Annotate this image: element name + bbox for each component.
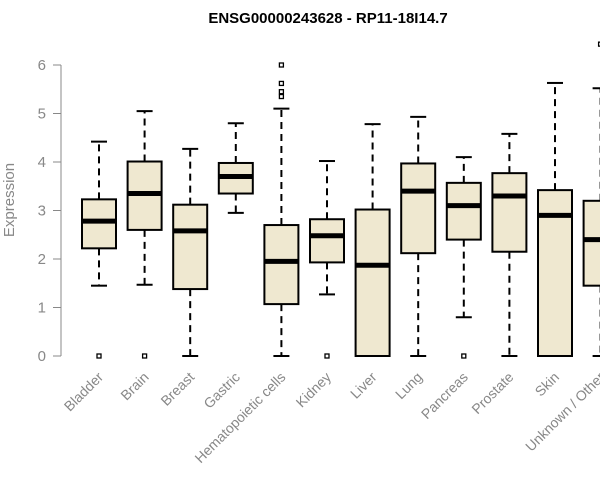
- y-tick-label: 4: [38, 154, 46, 171]
- box-iqr: [172, 203, 209, 291]
- x-tick-label: Brain: [117, 369, 151, 403]
- y-axis-label: Expression: [1, 163, 18, 237]
- y-tick-label: 6: [38, 57, 46, 74]
- x-tick-label: Bladder: [61, 369, 107, 415]
- box-brain: [126, 110, 163, 359]
- box-skin: [537, 81, 573, 357]
- outlier-point: [324, 353, 330, 359]
- box-prostate: [491, 132, 528, 357]
- chart-title: ENSG00000243628 - RP11-18I14.7: [208, 10, 447, 27]
- x-tick-label: Gastric: [200, 369, 243, 412]
- box-iqr: [582, 199, 600, 287]
- outlier-point: [278, 62, 285, 68]
- outlier-point: [597, 41, 600, 47]
- y-tick-label: 0: [38, 348, 46, 365]
- x-tick-label: Skin: [532, 369, 563, 400]
- outlier-point: [278, 93, 285, 100]
- x-tick-label: Breast: [157, 369, 197, 409]
- x-tick-label: Lung: [392, 369, 425, 402]
- box-breast: [172, 147, 209, 357]
- box-unknown-other: [582, 41, 600, 357]
- x-tick-label: Pancreas: [418, 369, 471, 422]
- box-iqr: [354, 208, 391, 357]
- x-tick-label: Hematopoietic cells: [191, 369, 288, 466]
- outlier-point: [278, 80, 285, 87]
- box-hematopoietic-cells: [263, 62, 300, 357]
- y-tick-label: 1: [38, 300, 46, 317]
- box-pancreas: [445, 156, 482, 359]
- outlier-point: [96, 353, 102, 359]
- box-liver: [354, 123, 391, 357]
- box-iqr: [445, 181, 482, 241]
- box-kidney: [309, 160, 345, 359]
- outlier-point: [461, 353, 467, 359]
- box-iqr: [263, 224, 300, 306]
- x-tick-label: Kidney: [293, 369, 335, 411]
- box-iqr: [491, 172, 528, 253]
- y-axis: 0 1 2 3 4 5 6: [38, 57, 62, 365]
- box-gastric: [217, 122, 254, 214]
- box-group: [81, 41, 600, 359]
- x-tick-label: Prostate: [468, 369, 516, 417]
- outlier-point: [278, 89, 285, 95]
- y-tick-label: 2: [38, 251, 46, 268]
- box-iqr: [400, 162, 437, 255]
- x-tick-label: Unknown / Other: [522, 369, 600, 455]
- y-tick-label: 3: [38, 203, 46, 220]
- box-iqr: [81, 198, 117, 250]
- box-iqr: [309, 218, 345, 264]
- box-lung: [400, 115, 437, 357]
- x-tick-label: Liver: [347, 369, 380, 402]
- box-bladder: [81, 140, 117, 359]
- y-tick-label: 5: [38, 106, 46, 123]
- outlier-point: [141, 353, 148, 359]
